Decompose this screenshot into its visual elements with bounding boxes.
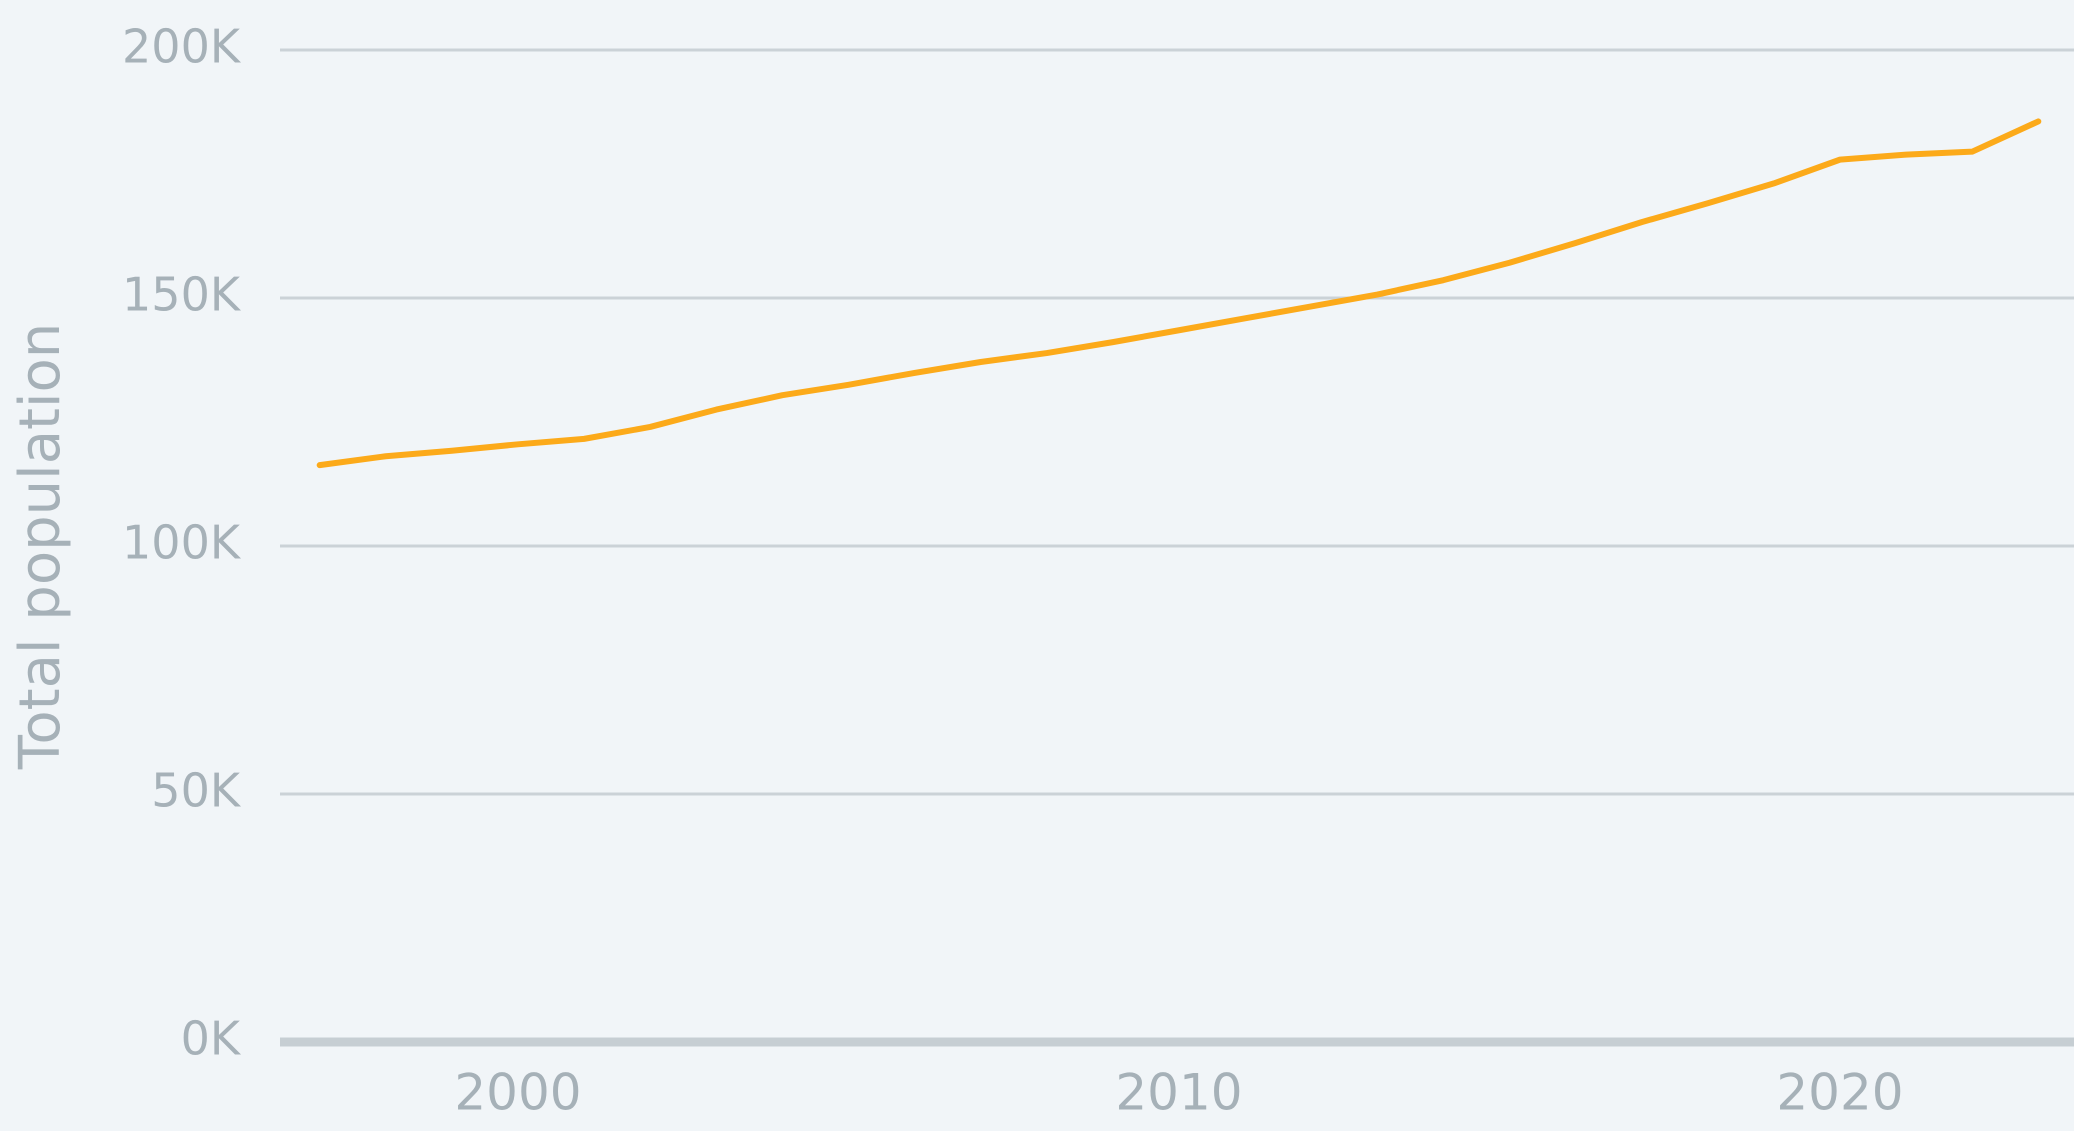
y-tick-label: 50K: [151, 764, 242, 818]
line: [316, 118, 2042, 469]
y-tick-label: 0K: [181, 1012, 242, 1066]
y-tick-label: 150K: [122, 268, 242, 322]
x-tick-label: 2020: [1776, 1064, 1903, 1122]
y-tick-label: 100K: [122, 516, 242, 570]
y-axis-label: Total population: [8, 323, 73, 771]
x-tick-label: 2010: [1115, 1064, 1242, 1122]
x-tick-label: 2000: [454, 1064, 581, 1122]
y-tick-label: 200K: [122, 20, 242, 74]
